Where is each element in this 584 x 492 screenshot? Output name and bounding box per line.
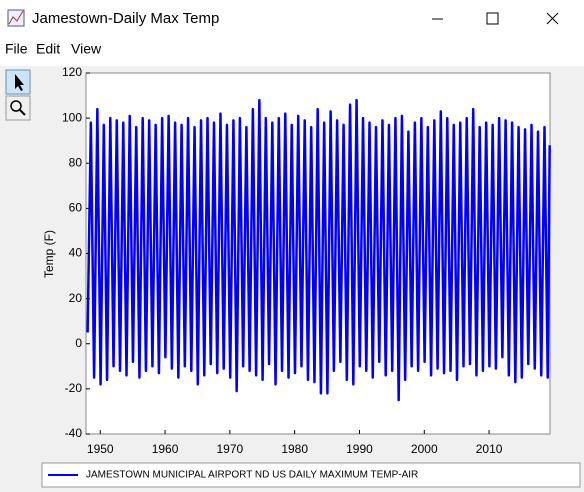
y-tick-label: 100 (62, 110, 82, 124)
y-tick-label: 60 (69, 201, 83, 215)
x-tick-label: 1950 (87, 442, 114, 456)
app-icon-line (8, 10, 24, 25)
y-axis-label: Temp (F) (42, 230, 56, 278)
x-tick-label: 1970 (217, 442, 244, 456)
zoom-icon-handle (19, 109, 26, 116)
y-tick-label: 0 (75, 336, 82, 350)
x-tick-label: 1980 (281, 442, 308, 456)
x-tick-label: 2010 (476, 442, 503, 456)
legend (41, 462, 581, 488)
legend-label: JAMESTOWN MUNICIPAL AIRPORT ND US DAILY … (86, 470, 418, 481)
x-tick-label: 2000 (411, 442, 438, 456)
title-area (0, 0, 584, 66)
zoom-icon (10, 100, 22, 112)
close-button[interactable] (546, 12, 559, 25)
zoom-tool[interactable] (5, 95, 31, 121)
app-icon (7, 9, 25, 27)
y-tick-label: -20 (65, 381, 83, 395)
maximize-button[interactable] (486, 12, 499, 25)
series-line (86, 98, 551, 402)
menu-item[interactable]: File (5, 41, 28, 57)
y-tick-label: 80 (69, 155, 83, 169)
menu-item[interactable]: Edit (36, 41, 60, 57)
y-tick-label: 120 (62, 65, 82, 79)
x-tick-label: 1960 (152, 442, 179, 456)
y-tick-label: 40 (69, 246, 83, 260)
y-tick-label: 20 (69, 291, 83, 305)
x-tick-label: 1990 (346, 442, 373, 456)
menu-item[interactable]: View (71, 41, 102, 57)
y-tick-label: -40 (65, 426, 83, 440)
pointer-icon (15, 74, 24, 91)
window-title: Jamestown-Daily Max Temp (32, 10, 219, 27)
